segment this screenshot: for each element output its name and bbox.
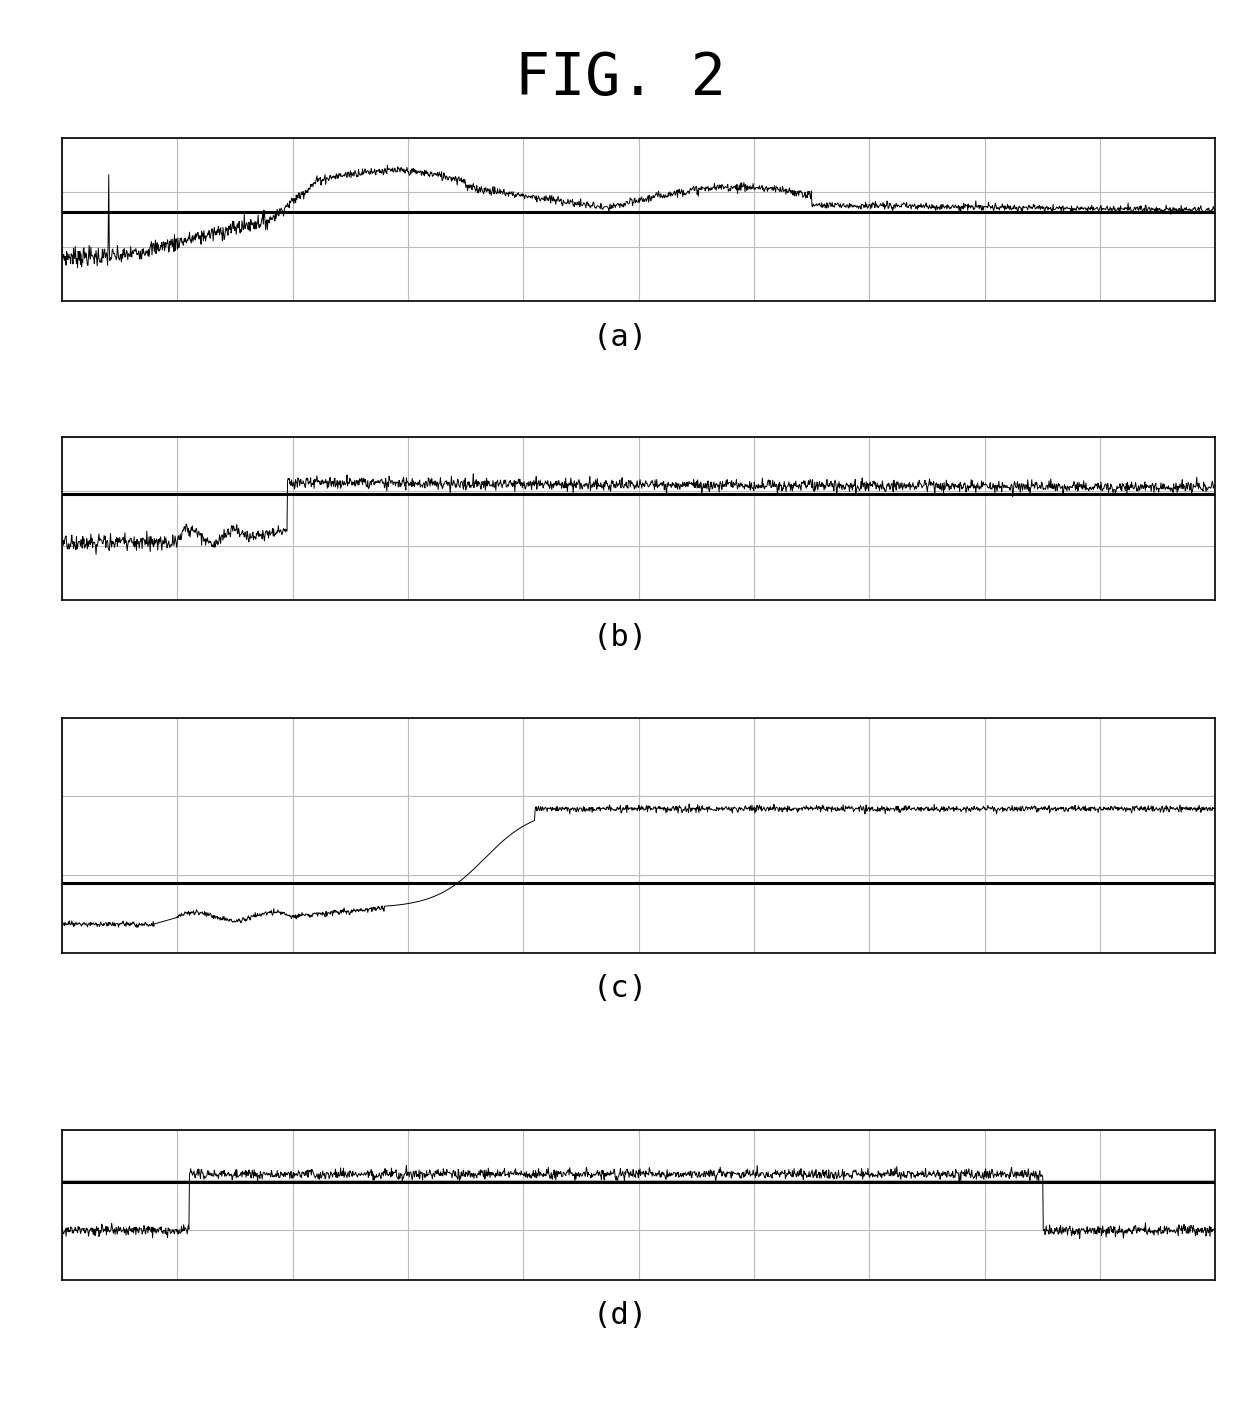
Text: (a): (a): [593, 323, 647, 351]
Text: (b): (b): [593, 623, 647, 651]
Text: (c): (c): [593, 974, 647, 1003]
Text: (d): (d): [593, 1301, 647, 1330]
Text: FIG. 2: FIG. 2: [515, 50, 725, 107]
